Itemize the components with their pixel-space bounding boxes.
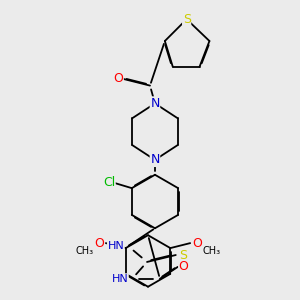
Text: S: S bbox=[179, 248, 187, 262]
Text: CH₃: CH₃ bbox=[75, 246, 93, 256]
Text: N: N bbox=[150, 97, 160, 110]
Text: HN: HN bbox=[107, 241, 124, 251]
Text: O: O bbox=[192, 237, 202, 250]
Text: O: O bbox=[179, 260, 189, 273]
Text: N: N bbox=[150, 153, 160, 167]
Text: O: O bbox=[113, 72, 123, 85]
Text: CH₃: CH₃ bbox=[203, 246, 221, 256]
Text: Cl: Cl bbox=[103, 176, 115, 189]
Text: S: S bbox=[183, 13, 191, 26]
Text: O: O bbox=[94, 237, 104, 250]
Text: HN: HN bbox=[112, 274, 128, 284]
